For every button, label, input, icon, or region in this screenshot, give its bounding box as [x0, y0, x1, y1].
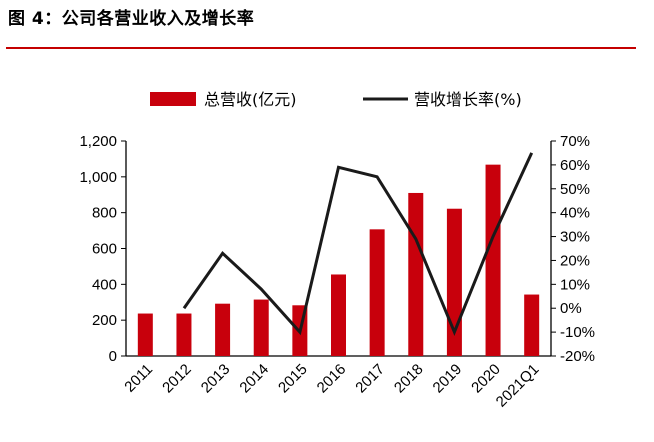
- revenue-bar: [176, 313, 192, 356]
- right-tick-label: -20%: [560, 348, 595, 365]
- axes: 0 200 400 600 800 1,000 1,200 -20% -10% 0% 10% 20% 3…: [79, 133, 595, 365]
- x-tick-label: 2016: [314, 361, 350, 397]
- revenue-bar: [524, 294, 540, 356]
- legend: 总营收(亿元) 营收增长率(%): [150, 90, 522, 109]
- x-tick-label: 2011: [121, 361, 156, 396]
- figure-title: 图 4：公司各营业收入及增长率: [8, 9, 255, 29]
- title-rule: [6, 47, 636, 49]
- revenue-bar: [369, 229, 385, 356]
- right-tick-label: 30%: [560, 229, 590, 246]
- left-tick-label: 1,000: [79, 169, 117, 186]
- revenue-bar: [408, 192, 424, 356]
- revenue-bar: [215, 303, 231, 356]
- growth-line: [182, 152, 534, 337]
- left-tick-label: 600: [92, 241, 117, 258]
- right-tick-label: 20%: [560, 252, 590, 269]
- x-tick-label: 2019: [430, 361, 466, 397]
- left-tick-label: 1,200: [79, 133, 117, 150]
- left-tick-label: 0: [109, 348, 117, 365]
- x-tick-label: 2018: [391, 361, 427, 397]
- left-tick-label: 400: [92, 276, 117, 293]
- legend-bar-swatch: [150, 92, 196, 106]
- x-tick-label: 2014: [236, 361, 272, 397]
- left-tick-label: 200: [92, 312, 117, 329]
- x-tick-label: 2013: [198, 361, 234, 397]
- right-tick-label: 10%: [560, 276, 590, 293]
- x-tick-label: 2017: [352, 361, 388, 397]
- growth-rate-line: [182, 152, 534, 337]
- bars: [137, 164, 540, 356]
- right-tick-label: 50%: [560, 181, 590, 198]
- revenue-bar: [485, 164, 501, 356]
- x-tick-label: 2021Q1: [493, 361, 543, 411]
- legend-line-label: 营收增长率(%): [414, 90, 522, 109]
- right-tick-label: -10%: [560, 324, 595, 341]
- revenue-bar: [331, 274, 346, 356]
- x-tick-label: 2012: [159, 361, 195, 397]
- right-tick-label: 60%: [560, 157, 590, 174]
- x-tick-label: 2020: [468, 361, 504, 397]
- x-tick-labels: 2011 2012 2013 2014 2015 2016 2017 2018 2019 2020…: [121, 361, 542, 411]
- revenue-bar: [137, 313, 153, 356]
- right-tick-label: 70%: [560, 133, 590, 150]
- legend-bar-label: 总营收(亿元): [204, 90, 297, 109]
- left-tick-label: 800: [92, 205, 117, 222]
- right-tick-label: 40%: [560, 205, 590, 222]
- right-tick-label: 0%: [560, 300, 582, 317]
- x-tick-label: 2015: [275, 361, 311, 397]
- revenue-bar: [253, 299, 269, 356]
